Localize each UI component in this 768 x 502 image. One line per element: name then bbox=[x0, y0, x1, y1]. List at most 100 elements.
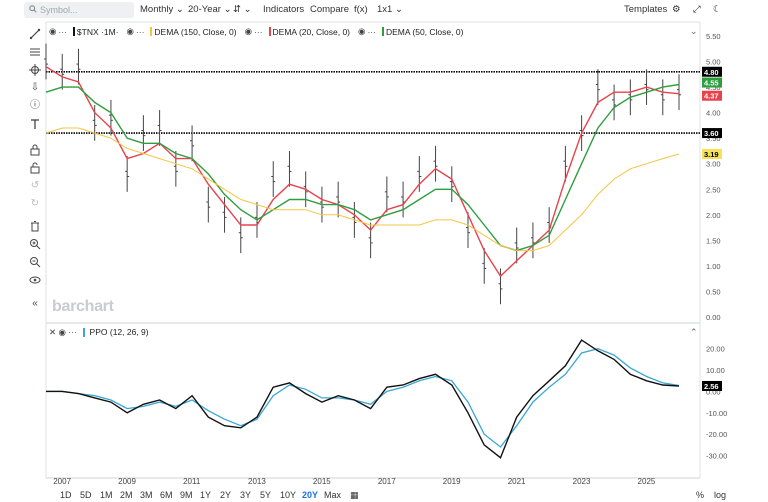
x-tick-label: 2011 bbox=[183, 477, 201, 486]
percent-scale-toggle[interactable]: % bbox=[696, 490, 705, 500]
more-icon[interactable]: ··· bbox=[68, 327, 77, 337]
layout-dropdown[interactable]: 1x1 ⌄ bbox=[377, 4, 403, 15]
range-3m[interactable]: 3M bbox=[140, 490, 153, 500]
ppo-tick-label: 10.00 bbox=[706, 366, 725, 375]
range-2y[interactable]: 2Y bbox=[220, 490, 232, 500]
price-badge-label: 3.60 bbox=[704, 129, 719, 138]
unlock-icon[interactable] bbox=[29, 162, 41, 174]
x-tick-label: 2019 bbox=[443, 477, 461, 486]
range-1m[interactable]: 1M bbox=[100, 490, 113, 500]
price-tick-label: 2.00 bbox=[706, 211, 721, 220]
legend-dema50: DEMA (50, Close, 0) bbox=[385, 26, 464, 37]
compare-button[interactable]: Compare bbox=[310, 4, 350, 15]
price-tick-label: 1.00 bbox=[706, 262, 721, 271]
arrow-down-icon[interactable]: ⇩ bbox=[30, 82, 40, 93]
top-toolbar: Symbol... Monthly ⌄ 20-Year ⌄ ⇵ ⌄ Indica… bbox=[0, 0, 768, 20]
ppo-badge bbox=[702, 380, 722, 391]
collapse-pane-icon[interactable]: ⌄ bbox=[690, 26, 698, 36]
range-1y[interactable]: 1Y bbox=[200, 490, 212, 500]
range-3y[interactable]: 3Y bbox=[240, 490, 252, 500]
eye-icon[interactable] bbox=[29, 274, 41, 286]
zoom-in-icon[interactable] bbox=[29, 238, 41, 250]
price-badge bbox=[702, 90, 722, 101]
price-badge-label: 4.37 bbox=[704, 92, 719, 101]
indicators-button[interactable]: Indicators bbox=[263, 4, 305, 15]
eye-icon[interactable]: ◉ bbox=[244, 26, 253, 36]
x-tick-label: 2023 bbox=[573, 477, 591, 486]
range-20y[interactable]: 20Y bbox=[302, 490, 319, 500]
range-6m[interactable]: 6M bbox=[160, 490, 173, 500]
ppo-tick-label: 0.00 bbox=[706, 387, 721, 396]
price-tick-label: 1.50 bbox=[706, 236, 721, 245]
redo-icon[interactable]: ↻ bbox=[30, 198, 40, 209]
text-tool-icon[interactable] bbox=[29, 118, 41, 130]
price-badge bbox=[702, 149, 722, 160]
series-color-swatch bbox=[72, 27, 75, 36]
price-badge bbox=[702, 128, 722, 139]
templates-button[interactable]: Templates bbox=[624, 4, 668, 15]
series-color-swatch bbox=[268, 27, 271, 36]
x-tick-label: 2021 bbox=[508, 477, 526, 486]
price-tick-label: 4.00 bbox=[706, 109, 721, 118]
lock-icon[interactable] bbox=[29, 144, 41, 156]
ppo-tick-label: -10.00 bbox=[706, 409, 727, 418]
trendline-icon[interactable] bbox=[29, 28, 41, 40]
more-icon[interactable]: ··· bbox=[367, 26, 376, 37]
legend-ppo: PPO (12, 26, 9) bbox=[89, 327, 149, 337]
interval-dropdown[interactable]: Monthly ⌄ bbox=[140, 4, 184, 15]
bar-type-dropdown[interactable]: ⇵ ⌄ bbox=[233, 4, 252, 15]
calendar-icon[interactable]: ▦ bbox=[350, 490, 359, 500]
range-max[interactable]: Max bbox=[324, 490, 342, 500]
price-tick-label: 3.00 bbox=[706, 160, 721, 169]
crosshair-icon[interactable] bbox=[29, 64, 41, 76]
zoom-out-icon[interactable] bbox=[29, 256, 41, 268]
range-2m[interactable]: 2M bbox=[120, 490, 133, 500]
dema150-line bbox=[45, 127, 680, 252]
legend-symbol: $TNX ·1M· bbox=[76, 26, 119, 37]
drawing-toolbar: ⇩ ⓘ ↺ ↻ « bbox=[0, 22, 46, 322]
price-badge-label: 4.55 bbox=[704, 79, 719, 88]
eye-icon[interactable]: ◉ bbox=[49, 26, 57, 36]
series-color-swatch bbox=[381, 27, 384, 36]
x-tick-label: 2009 bbox=[118, 477, 136, 486]
ppo-tick-label: -20.00 bbox=[706, 430, 727, 439]
series-color-swatch bbox=[150, 27, 153, 36]
fibonacci-icon[interactable] bbox=[29, 46, 41, 58]
function-button[interactable]: f(x) bbox=[354, 4, 368, 15]
ppo-tick-label: 20.00 bbox=[706, 345, 725, 354]
chevron-down-icon: ⌄ bbox=[394, 4, 403, 15]
legend-dema150: DEMA (150, Close, 0) bbox=[154, 26, 237, 37]
close-icon[interactable]: ✕ bbox=[49, 327, 57, 337]
price-tick-label: 4.50 bbox=[706, 83, 721, 92]
x-tick-label: 2017 bbox=[378, 477, 396, 486]
fullscreen-icon[interactable]: ⤢ bbox=[693, 4, 701, 15]
more-icon[interactable]: ··· bbox=[254, 26, 263, 37]
log-scale-toggle[interactable]: log bbox=[714, 490, 727, 500]
price-badge-label: 4.80 bbox=[704, 68, 719, 77]
collapse-toolbar-icon[interactable]: « bbox=[32, 298, 38, 309]
price-badge-label: 3.19 bbox=[704, 150, 719, 159]
eye-icon[interactable]: ◉ bbox=[358, 26, 366, 36]
range-1d[interactable]: 1D bbox=[60, 490, 72, 500]
dark-mode-icon[interactable]: ☾ bbox=[713, 4, 722, 15]
info-icon[interactable]: ⓘ bbox=[30, 100, 40, 111]
undo-icon[interactable]: ↺ bbox=[30, 180, 40, 191]
price-badge bbox=[702, 66, 722, 77]
bar-type-icon: ⇵ bbox=[233, 4, 241, 15]
more-icon[interactable]: ··· bbox=[135, 26, 145, 37]
collapse-pane-icon[interactable]: ⌃ bbox=[690, 327, 698, 337]
more-icon[interactable]: ··· bbox=[58, 26, 67, 37]
eye-icon[interactable]: ◉ bbox=[58, 327, 66, 337]
range-5y[interactable]: 5Y bbox=[260, 490, 272, 500]
eye-icon[interactable]: ◉ bbox=[126, 26, 134, 36]
symbol-search-input[interactable]: Symbol... bbox=[24, 2, 134, 18]
price-tick-label: 5.50 bbox=[706, 32, 721, 41]
range-10y[interactable]: 10Y bbox=[280, 490, 297, 500]
range-5d[interactable]: 5D bbox=[80, 490, 92, 500]
trash-icon[interactable] bbox=[29, 220, 41, 232]
settings-gear-icon[interactable]: ⚙ bbox=[672, 4, 681, 15]
range-dropdown[interactable]: 20-Year ⌄ bbox=[188, 4, 232, 15]
x-tick-label: 2025 bbox=[638, 477, 656, 486]
range-9m[interactable]: 9M bbox=[180, 490, 193, 500]
